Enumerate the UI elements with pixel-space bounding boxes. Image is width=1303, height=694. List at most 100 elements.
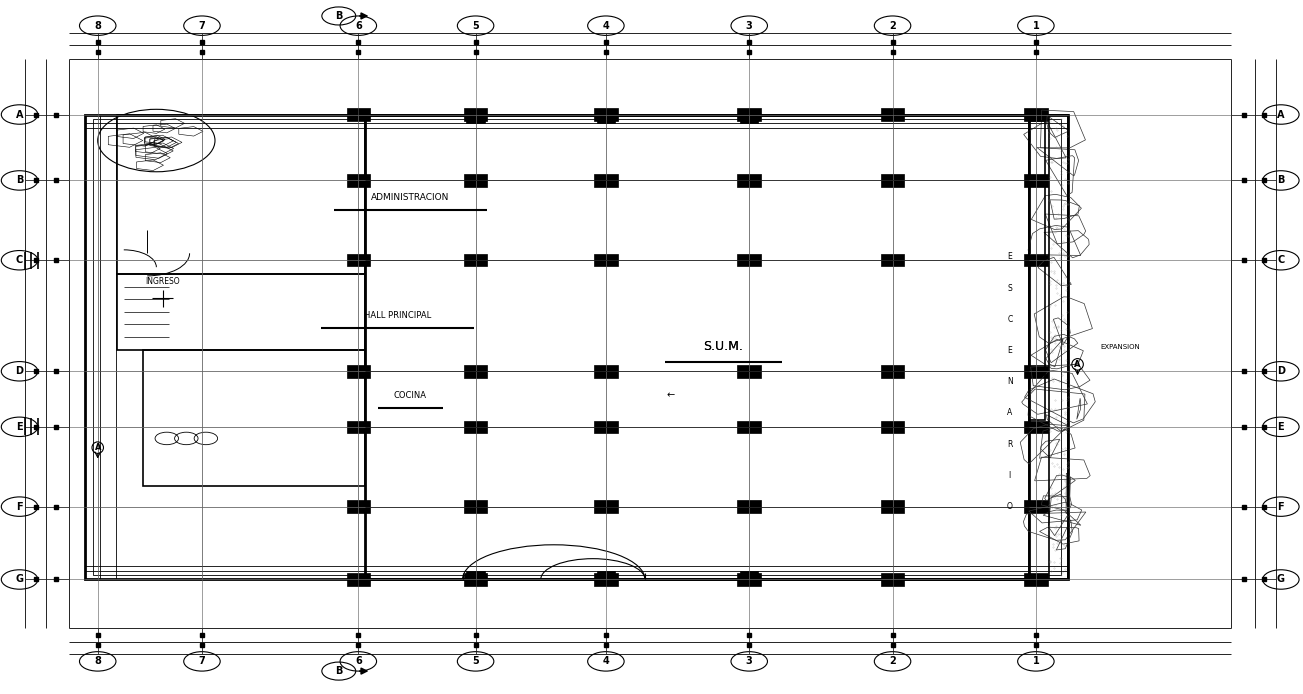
Bar bbox=[143, 350, 365, 486]
Text: S.U.M.: S.U.M. bbox=[704, 341, 743, 353]
Text: 5: 5 bbox=[472, 21, 480, 31]
Bar bbox=[740, 571, 758, 579]
Bar bbox=[594, 365, 618, 378]
Text: 1: 1 bbox=[1032, 657, 1040, 666]
Text: 6: 6 bbox=[354, 657, 362, 666]
Text: 8: 8 bbox=[94, 657, 102, 666]
Bar bbox=[594, 108, 618, 121]
Text: F: F bbox=[16, 502, 23, 511]
Text: A: A bbox=[1075, 360, 1080, 369]
Bar bbox=[1024, 108, 1048, 121]
Text: 7: 7 bbox=[198, 657, 206, 666]
Bar bbox=[466, 571, 485, 579]
Bar bbox=[85, 115, 116, 579]
Bar bbox=[464, 108, 487, 121]
Text: COCINA: COCINA bbox=[394, 391, 427, 400]
Bar bbox=[85, 115, 1068, 579]
Bar bbox=[347, 365, 370, 378]
Text: D: D bbox=[1277, 366, 1285, 376]
Text: I: I bbox=[1009, 471, 1011, 480]
Bar bbox=[1024, 500, 1048, 513]
Text: A: A bbox=[1007, 409, 1012, 417]
Bar bbox=[1024, 365, 1048, 378]
Bar bbox=[117, 115, 365, 274]
Text: INGRESO: INGRESO bbox=[146, 277, 180, 285]
Bar bbox=[740, 115, 758, 123]
Bar bbox=[737, 500, 761, 513]
Bar bbox=[737, 108, 761, 121]
Bar bbox=[347, 421, 370, 433]
Text: 4: 4 bbox=[602, 21, 610, 31]
Bar bbox=[737, 174, 761, 187]
Text: ADMINISTRACION: ADMINISTRACION bbox=[371, 194, 450, 202]
Text: A: A bbox=[1277, 110, 1285, 119]
Text: 6: 6 bbox=[354, 21, 362, 31]
Bar bbox=[365, 115, 1029, 579]
Bar bbox=[594, 573, 618, 586]
Bar bbox=[737, 254, 761, 266]
Bar bbox=[347, 254, 370, 266]
Text: B: B bbox=[335, 11, 343, 21]
Text: S: S bbox=[1007, 284, 1012, 292]
Text: A: A bbox=[95, 443, 100, 452]
Text: A: A bbox=[16, 110, 23, 119]
Bar bbox=[1029, 121, 1045, 420]
Text: E: E bbox=[1007, 253, 1012, 261]
Bar bbox=[347, 174, 370, 187]
Bar bbox=[464, 174, 487, 187]
Bar bbox=[881, 254, 904, 266]
Bar bbox=[464, 500, 487, 513]
Text: C: C bbox=[1007, 315, 1012, 323]
Bar bbox=[93, 119, 1061, 575]
Text: 3: 3 bbox=[745, 21, 753, 31]
Text: E: E bbox=[1277, 422, 1285, 432]
Bar bbox=[466, 115, 485, 123]
Text: B: B bbox=[16, 176, 23, 185]
Text: ←: ← bbox=[667, 391, 675, 400]
Bar bbox=[597, 571, 615, 579]
Bar bbox=[881, 421, 904, 433]
Bar bbox=[347, 573, 370, 586]
Text: B: B bbox=[1277, 176, 1285, 185]
Bar bbox=[347, 500, 370, 513]
Bar bbox=[881, 108, 904, 121]
Bar bbox=[594, 254, 618, 266]
Bar bbox=[594, 421, 618, 433]
Bar bbox=[737, 421, 761, 433]
Bar bbox=[594, 174, 618, 187]
Bar bbox=[464, 254, 487, 266]
Bar bbox=[464, 573, 487, 586]
Text: HALL PRINCIPAL: HALL PRINCIPAL bbox=[364, 312, 431, 320]
Text: 4: 4 bbox=[602, 657, 610, 666]
Bar bbox=[881, 573, 904, 586]
Bar bbox=[1029, 115, 1068, 579]
Text: F: F bbox=[1277, 502, 1285, 511]
Text: E: E bbox=[1007, 346, 1012, 355]
Text: 1: 1 bbox=[1032, 21, 1040, 31]
Text: C: C bbox=[16, 255, 23, 265]
Bar bbox=[881, 500, 904, 513]
Text: E: E bbox=[16, 422, 23, 432]
Bar bbox=[737, 573, 761, 586]
Bar bbox=[1049, 115, 1068, 579]
Text: 3: 3 bbox=[745, 657, 753, 666]
Bar bbox=[1024, 573, 1048, 586]
Text: D: D bbox=[16, 366, 23, 376]
Bar bbox=[464, 421, 487, 433]
Bar bbox=[1024, 254, 1048, 266]
Bar bbox=[594, 500, 618, 513]
Text: R: R bbox=[1007, 440, 1012, 448]
Text: 5: 5 bbox=[472, 657, 480, 666]
Bar bbox=[347, 108, 370, 121]
Bar bbox=[881, 174, 904, 187]
Text: 2: 2 bbox=[889, 21, 896, 31]
Bar bbox=[1024, 421, 1048, 433]
Text: 8: 8 bbox=[94, 21, 102, 31]
Text: N: N bbox=[1007, 378, 1012, 386]
Text: 7: 7 bbox=[198, 21, 206, 31]
Text: G: G bbox=[1277, 575, 1285, 584]
Bar bbox=[117, 274, 365, 350]
Text: G: G bbox=[16, 575, 23, 584]
Text: S.U.M.: S.U.M. bbox=[704, 341, 743, 353]
Text: 2: 2 bbox=[889, 657, 896, 666]
